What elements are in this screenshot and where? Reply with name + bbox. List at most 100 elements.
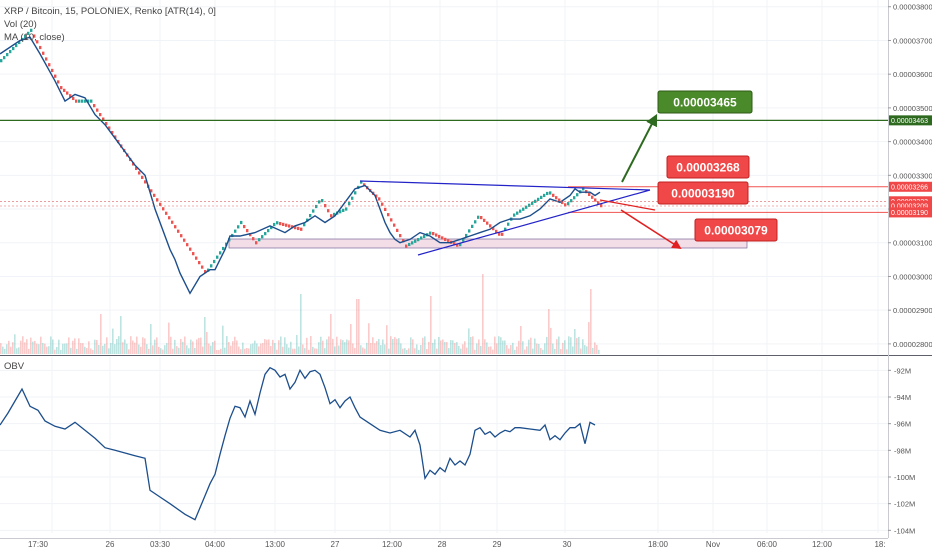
label-target-mid: 0.00003268 bbox=[676, 161, 740, 175]
volume-bar bbox=[40, 336, 42, 354]
volume-bar bbox=[552, 343, 554, 354]
volume-bar bbox=[142, 337, 144, 354]
volume-bar bbox=[148, 348, 150, 354]
volume-bar bbox=[32, 341, 34, 354]
price-axis-tick: 0.00003500 bbox=[893, 104, 932, 113]
red-connector bbox=[599, 199, 656, 211]
volume-bar bbox=[544, 343, 546, 354]
volume-bar bbox=[504, 340, 506, 354]
obv-line bbox=[0, 366, 596, 521]
renko-brick bbox=[261, 235, 264, 239]
volume-bar bbox=[168, 322, 170, 354]
volume-bar bbox=[146, 344, 148, 354]
renko-brick bbox=[285, 223, 288, 227]
renko-brick bbox=[348, 202, 351, 206]
volume-bar bbox=[360, 345, 362, 354]
volume-bar bbox=[556, 339, 558, 354]
volume-bar bbox=[538, 344, 540, 354]
renko-brick bbox=[78, 99, 81, 103]
renko-brick bbox=[237, 225, 240, 229]
triangle-upper-line bbox=[359, 180, 651, 191]
volume-bar bbox=[246, 347, 248, 354]
volume-bar bbox=[506, 345, 508, 354]
renko-brick bbox=[210, 264, 213, 268]
volume-bar bbox=[68, 337, 70, 354]
volume-bar bbox=[12, 342, 14, 354]
volume-bar bbox=[20, 340, 22, 354]
volume-bar bbox=[398, 338, 400, 354]
renko-brick bbox=[465, 233, 468, 238]
volume-bar bbox=[112, 328, 114, 354]
renko-brick bbox=[570, 199, 573, 203]
volume-bar bbox=[86, 348, 88, 354]
volume-bar bbox=[64, 343, 66, 354]
renko-brick bbox=[219, 251, 222, 255]
volume-bar bbox=[134, 342, 136, 354]
renko-brick bbox=[345, 207, 348, 211]
volume-bar bbox=[364, 348, 366, 354]
volume-bar bbox=[432, 342, 434, 354]
volume-bar bbox=[94, 339, 96, 354]
volume-bar bbox=[280, 336, 282, 354]
volume-bar bbox=[526, 346, 528, 354]
volume-bar bbox=[10, 346, 12, 354]
price-tag bbox=[889, 181, 932, 192]
volume-bar bbox=[534, 338, 536, 354]
volume-bar bbox=[440, 340, 442, 354]
volume-bar bbox=[194, 348, 196, 354]
volume-bar bbox=[144, 338, 146, 354]
renko-brick bbox=[201, 265, 204, 269]
renko-brick bbox=[456, 243, 459, 247]
volume-bar bbox=[294, 348, 296, 354]
time-axis-tick: 12:00 bbox=[382, 540, 403, 549]
renko-brick bbox=[351, 196, 354, 200]
renko-brick bbox=[507, 222, 510, 226]
time-axis-tick: 03:30 bbox=[150, 540, 171, 549]
renko-brick bbox=[576, 193, 579, 197]
volume-bar bbox=[516, 346, 518, 354]
volume-bar bbox=[180, 338, 182, 354]
renko-brick bbox=[90, 99, 93, 103]
volume-bar bbox=[82, 343, 84, 354]
renko-brick bbox=[396, 228, 399, 232]
renko-brick bbox=[225, 242, 228, 246]
volume-bar bbox=[412, 339, 414, 354]
volume-bar bbox=[98, 344, 100, 354]
renko-brick bbox=[36, 40, 39, 44]
volume-bar bbox=[124, 339, 126, 354]
volume-bar bbox=[24, 342, 26, 354]
renko-brick bbox=[384, 207, 387, 212]
volume-bar bbox=[22, 336, 24, 354]
volume-bar bbox=[106, 337, 108, 354]
volume-bar bbox=[578, 336, 580, 354]
volume-bar bbox=[234, 336, 236, 354]
volume-bar bbox=[8, 340, 10, 354]
renko-brick bbox=[459, 242, 462, 247]
volume-bar bbox=[494, 336, 496, 354]
volume-bar bbox=[152, 345, 154, 354]
renko-brick bbox=[252, 237, 255, 241]
renko-brick bbox=[246, 229, 249, 233]
volume-bar bbox=[346, 339, 348, 354]
renko-brick bbox=[474, 220, 477, 224]
volume-bar bbox=[510, 345, 512, 354]
renko-brick bbox=[408, 242, 411, 247]
volume-bar bbox=[472, 336, 474, 354]
renko-brick bbox=[513, 213, 516, 217]
renko-brick bbox=[564, 203, 567, 207]
volume-bar bbox=[92, 349, 94, 354]
volume-bar bbox=[306, 337, 308, 354]
volume-bar bbox=[34, 340, 36, 354]
volume-bar bbox=[80, 343, 82, 354]
volume-bar bbox=[18, 347, 20, 354]
volume-bar bbox=[266, 339, 268, 354]
renko-brick bbox=[492, 227, 495, 231]
renko-brick bbox=[432, 231, 435, 236]
obv-axis-tick: -92M bbox=[894, 366, 911, 375]
obv-legend: OBV bbox=[4, 360, 24, 373]
volume-bar bbox=[126, 343, 128, 354]
volume-bar bbox=[140, 346, 142, 354]
renko-brick bbox=[489, 224, 492, 228]
renko-brick bbox=[33, 34, 36, 38]
